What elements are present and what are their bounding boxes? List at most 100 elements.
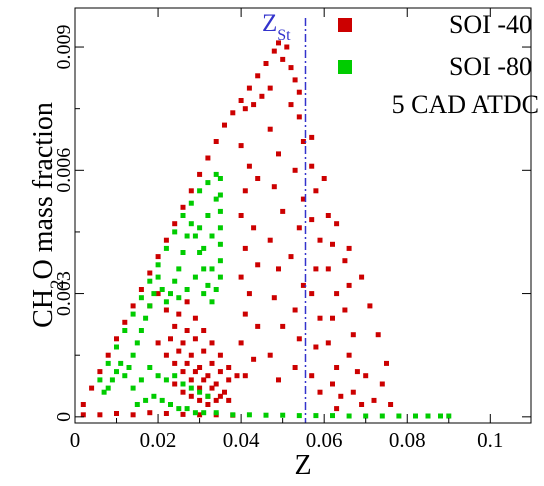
- y-axis-label-rest: O mass fraction: [28, 102, 59, 279]
- legend-label-soi-40: SOI -40: [449, 10, 532, 39]
- data-point: [217, 393, 223, 399]
- y-axis-label: CH2O mass fraction: [28, 102, 68, 328]
- data-point: [425, 413, 431, 419]
- data-point: [242, 188, 248, 194]
- data-point: [217, 274, 223, 280]
- data-point: [163, 245, 169, 251]
- data-point: [209, 360, 215, 366]
- data-point: [201, 410, 207, 416]
- data-point: [134, 402, 140, 407]
- data-point: [213, 381, 219, 387]
- data-point: [217, 225, 223, 231]
- data-point: [180, 411, 186, 417]
- data-point: [197, 225, 203, 231]
- data-point: [325, 213, 331, 218]
- data-point: [242, 373, 248, 379]
- data-point: [114, 369, 119, 375]
- data-point: [363, 373, 369, 379]
- data-point: [317, 389, 323, 395]
- data-point: [126, 365, 132, 370]
- data-point: [114, 411, 119, 416]
- data-point: [346, 352, 352, 358]
- data-point: [217, 369, 223, 375]
- data-point: [172, 323, 178, 329]
- data-point: [255, 262, 261, 268]
- data-point: [226, 397, 232, 403]
- data-point: [292, 365, 298, 370]
- data-point: [197, 365, 203, 370]
- data-point: [313, 266, 319, 272]
- data-point: [155, 373, 161, 379]
- data-point: [313, 344, 319, 350]
- x-axis-ticks: 0 0.02 0.04 0.06 0.08 0.1: [70, 8, 503, 452]
- data-point: [246, 412, 252, 418]
- data-point: [192, 410, 198, 416]
- data-point: [350, 332, 356, 338]
- data-point: [271, 184, 277, 190]
- data-point: [184, 233, 190, 239]
- data-point: [342, 258, 348, 264]
- data-point: [155, 274, 161, 280]
- data-point: [263, 412, 269, 418]
- data-point: [267, 85, 273, 91]
- data-point: [155, 291, 161, 297]
- data-point: [296, 114, 302, 120]
- data-point: [438, 413, 443, 419]
- data-point: [209, 299, 215, 305]
- data-point: [413, 413, 418, 419]
- data-point: [114, 344, 119, 350]
- data-point: [330, 381, 335, 387]
- data-point: [238, 213, 244, 218]
- data-point: [201, 245, 207, 251]
- data-point: [155, 340, 161, 346]
- data-point: [396, 413, 402, 419]
- data-point: [180, 369, 186, 375]
- x-tick-label: 0.06: [306, 428, 343, 452]
- data-point: [197, 385, 203, 391]
- data-point: [176, 311, 182, 317]
- data-point: [209, 233, 215, 239]
- data-point: [188, 385, 194, 391]
- data-point: [138, 295, 144, 301]
- data-point: [205, 180, 211, 186]
- data-point: [122, 328, 128, 333]
- data-point: [180, 389, 186, 395]
- data-point: [338, 393, 344, 399]
- data-point: [313, 188, 319, 194]
- data-point: [363, 413, 369, 419]
- data-point: [172, 221, 178, 227]
- data-point: [284, 44, 290, 50]
- data-point: [97, 412, 103, 418]
- data-point: [147, 278, 153, 284]
- data-point: [201, 348, 207, 354]
- data-point: [205, 155, 211, 161]
- data-point: [330, 241, 335, 247]
- data-point: [251, 225, 257, 231]
- data-point: [172, 229, 178, 235]
- data-point: [367, 303, 373, 309]
- data-point: [267, 126, 273, 132]
- data-point: [118, 360, 124, 366]
- data-point: [101, 389, 107, 395]
- data-point: [238, 143, 244, 149]
- data-point: [334, 221, 340, 227]
- legend-label-soi-80: SOI -80: [449, 52, 532, 81]
- data-point: [300, 282, 306, 288]
- data-point: [330, 315, 335, 321]
- y-axis-label-main: CH: [28, 289, 59, 328]
- y-tick-label: 0: [53, 412, 75, 422]
- data-point: [309, 163, 315, 169]
- y-tick-label: 0.006: [53, 148, 75, 193]
- data-point: [276, 151, 281, 157]
- data-point: [350, 389, 356, 395]
- reference-line-label-main: Z: [262, 10, 277, 37]
- data-point: [176, 348, 182, 354]
- data-point: [184, 299, 190, 305]
- data-point: [292, 77, 298, 83]
- data-point: [255, 323, 261, 329]
- data-point: [230, 412, 236, 418]
- data-point: [197, 250, 203, 255]
- data-point: [180, 250, 186, 255]
- data-point: [280, 208, 286, 214]
- data-point: [296, 89, 302, 95]
